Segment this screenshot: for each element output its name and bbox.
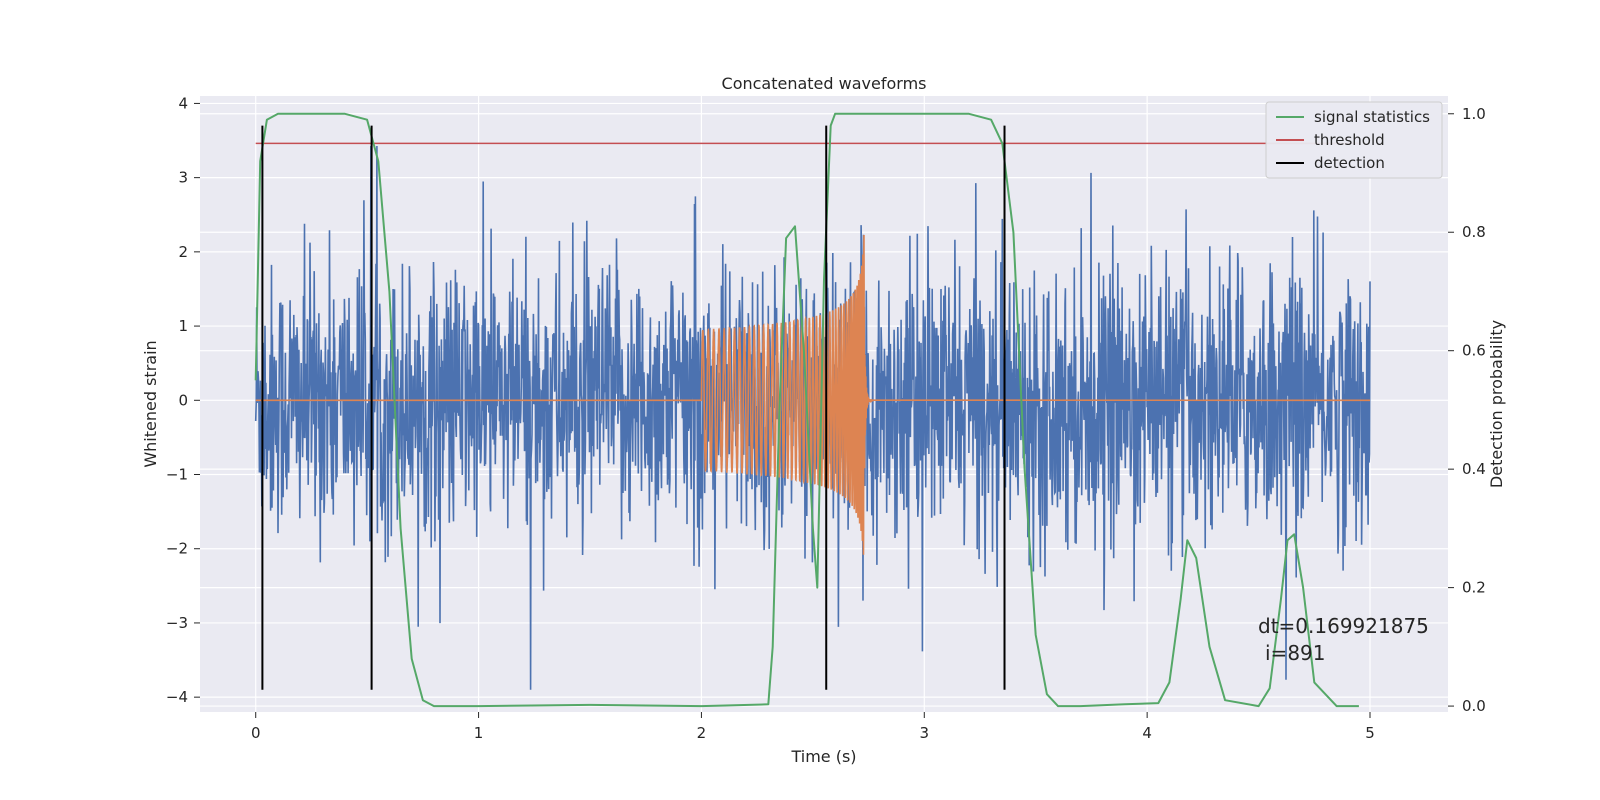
y-right-tick-label: 0.2: [1462, 579, 1486, 597]
x-tick-label: 2: [697, 724, 707, 742]
y-left-tick-label: 3: [178, 169, 188, 187]
chart-title: Concatenated waveforms: [722, 74, 927, 93]
axes: 0 1 2 3 4 5 −4 −3 −2 −1 0 1 2 3 4 0.0 0.2 0.4 0.6 0.8 1.0: [166, 94, 1486, 742]
x-tick-label: 3: [920, 724, 930, 742]
y-left-tick-label: 2: [178, 243, 188, 261]
legend-label-detection: detection: [1314, 154, 1385, 172]
y-left-tick-label: 0: [178, 391, 188, 409]
y-right-tick-label: 1.0: [1462, 105, 1486, 123]
y-axis-label-right: Detection probability: [1487, 320, 1506, 488]
x-tick-label: 4: [1142, 724, 1152, 742]
y-left-tick-label: 1: [178, 317, 188, 335]
y-left-tick-label: −2: [166, 540, 188, 558]
plot-area: [254, 112, 1371, 708]
annotation-i: i=891: [1265, 641, 1326, 665]
legend: signal statistics threshold detection: [1265, 101, 1443, 179]
strain-noise-line: [254, 145, 1371, 690]
legend-label-signal-statistics: signal statistics: [1314, 108, 1430, 126]
x-axis-label: Time (s): [790, 747, 856, 766]
x-tick-label: 0: [251, 724, 261, 742]
y-right-tick-label: 0.8: [1462, 223, 1486, 241]
annotation-dt: dt=0.169921875: [1258, 614, 1429, 638]
y-left-tick-label: −3: [166, 614, 188, 632]
y-left-tick-label: −4: [166, 688, 188, 706]
template-chirp-line: [255, 234, 1371, 555]
legend-box: [1265, 101, 1443, 179]
y-right-tick-label: 0.0: [1462, 697, 1486, 715]
signal-statistics-line: [254, 112, 1359, 708]
y-left-tick-label: −1: [166, 466, 188, 484]
x-tick-label: 5: [1365, 724, 1375, 742]
y-right-tick-label: 0.4: [1462, 460, 1486, 478]
y-axis-label-left: Whitened strain: [141, 340, 160, 467]
legend-label-threshold: threshold: [1314, 131, 1385, 149]
y-left-tick-label: 4: [178, 94, 188, 112]
y-right-tick-label: 0.6: [1462, 342, 1486, 360]
x-tick-label: 1: [474, 724, 484, 742]
